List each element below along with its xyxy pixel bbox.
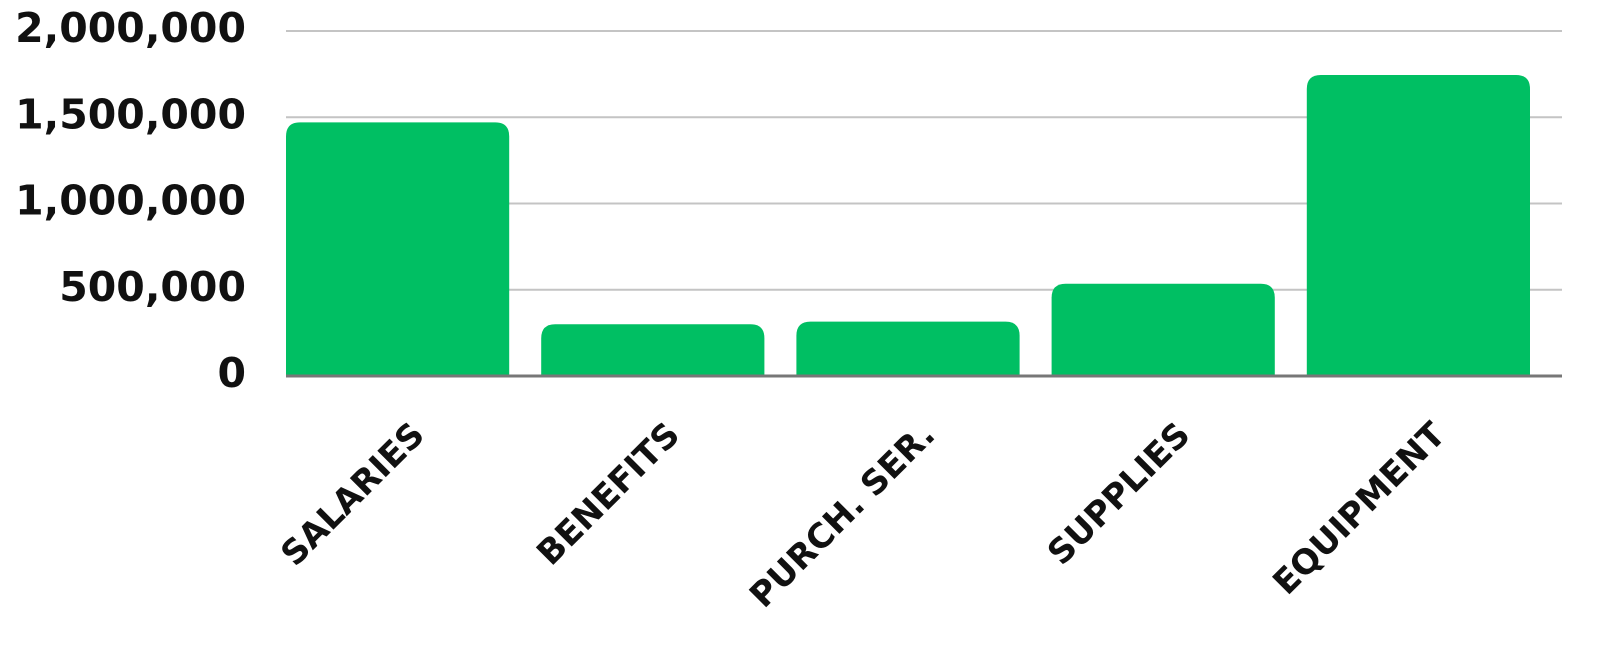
bar-salaries xyxy=(286,122,510,376)
y-tick-label: 0 xyxy=(217,349,246,397)
bar-supplies xyxy=(1051,283,1275,376)
x-category-label: SUPPLIES xyxy=(1040,415,1198,573)
bar-equipment xyxy=(1306,74,1530,377)
y-tick-label: 500,000 xyxy=(59,263,246,311)
y-tick-label: 1,500,000 xyxy=(15,90,246,138)
y-tick-label: 2,000,000 xyxy=(15,4,246,52)
bars xyxy=(286,74,1530,377)
x-category-label: SALARIES xyxy=(273,415,432,574)
bar-purch-ser xyxy=(796,321,1020,376)
x-axis-category-labels: SALARIES BENEFITS PURCH. SER. SUPPLIES EQUIP… xyxy=(273,414,1454,616)
x-category-label: EQUIPMENT xyxy=(1265,414,1454,603)
y-tick-label: 1,000,000 xyxy=(15,177,246,225)
x-category-label: PURCH. SER. xyxy=(742,415,943,616)
bar-benefits xyxy=(541,324,765,376)
y-axis-tick-labels: 0 500,000 1,000,000 1,500,000 2,000,000 xyxy=(15,4,246,397)
x-category-label: BENEFITS xyxy=(529,415,688,574)
